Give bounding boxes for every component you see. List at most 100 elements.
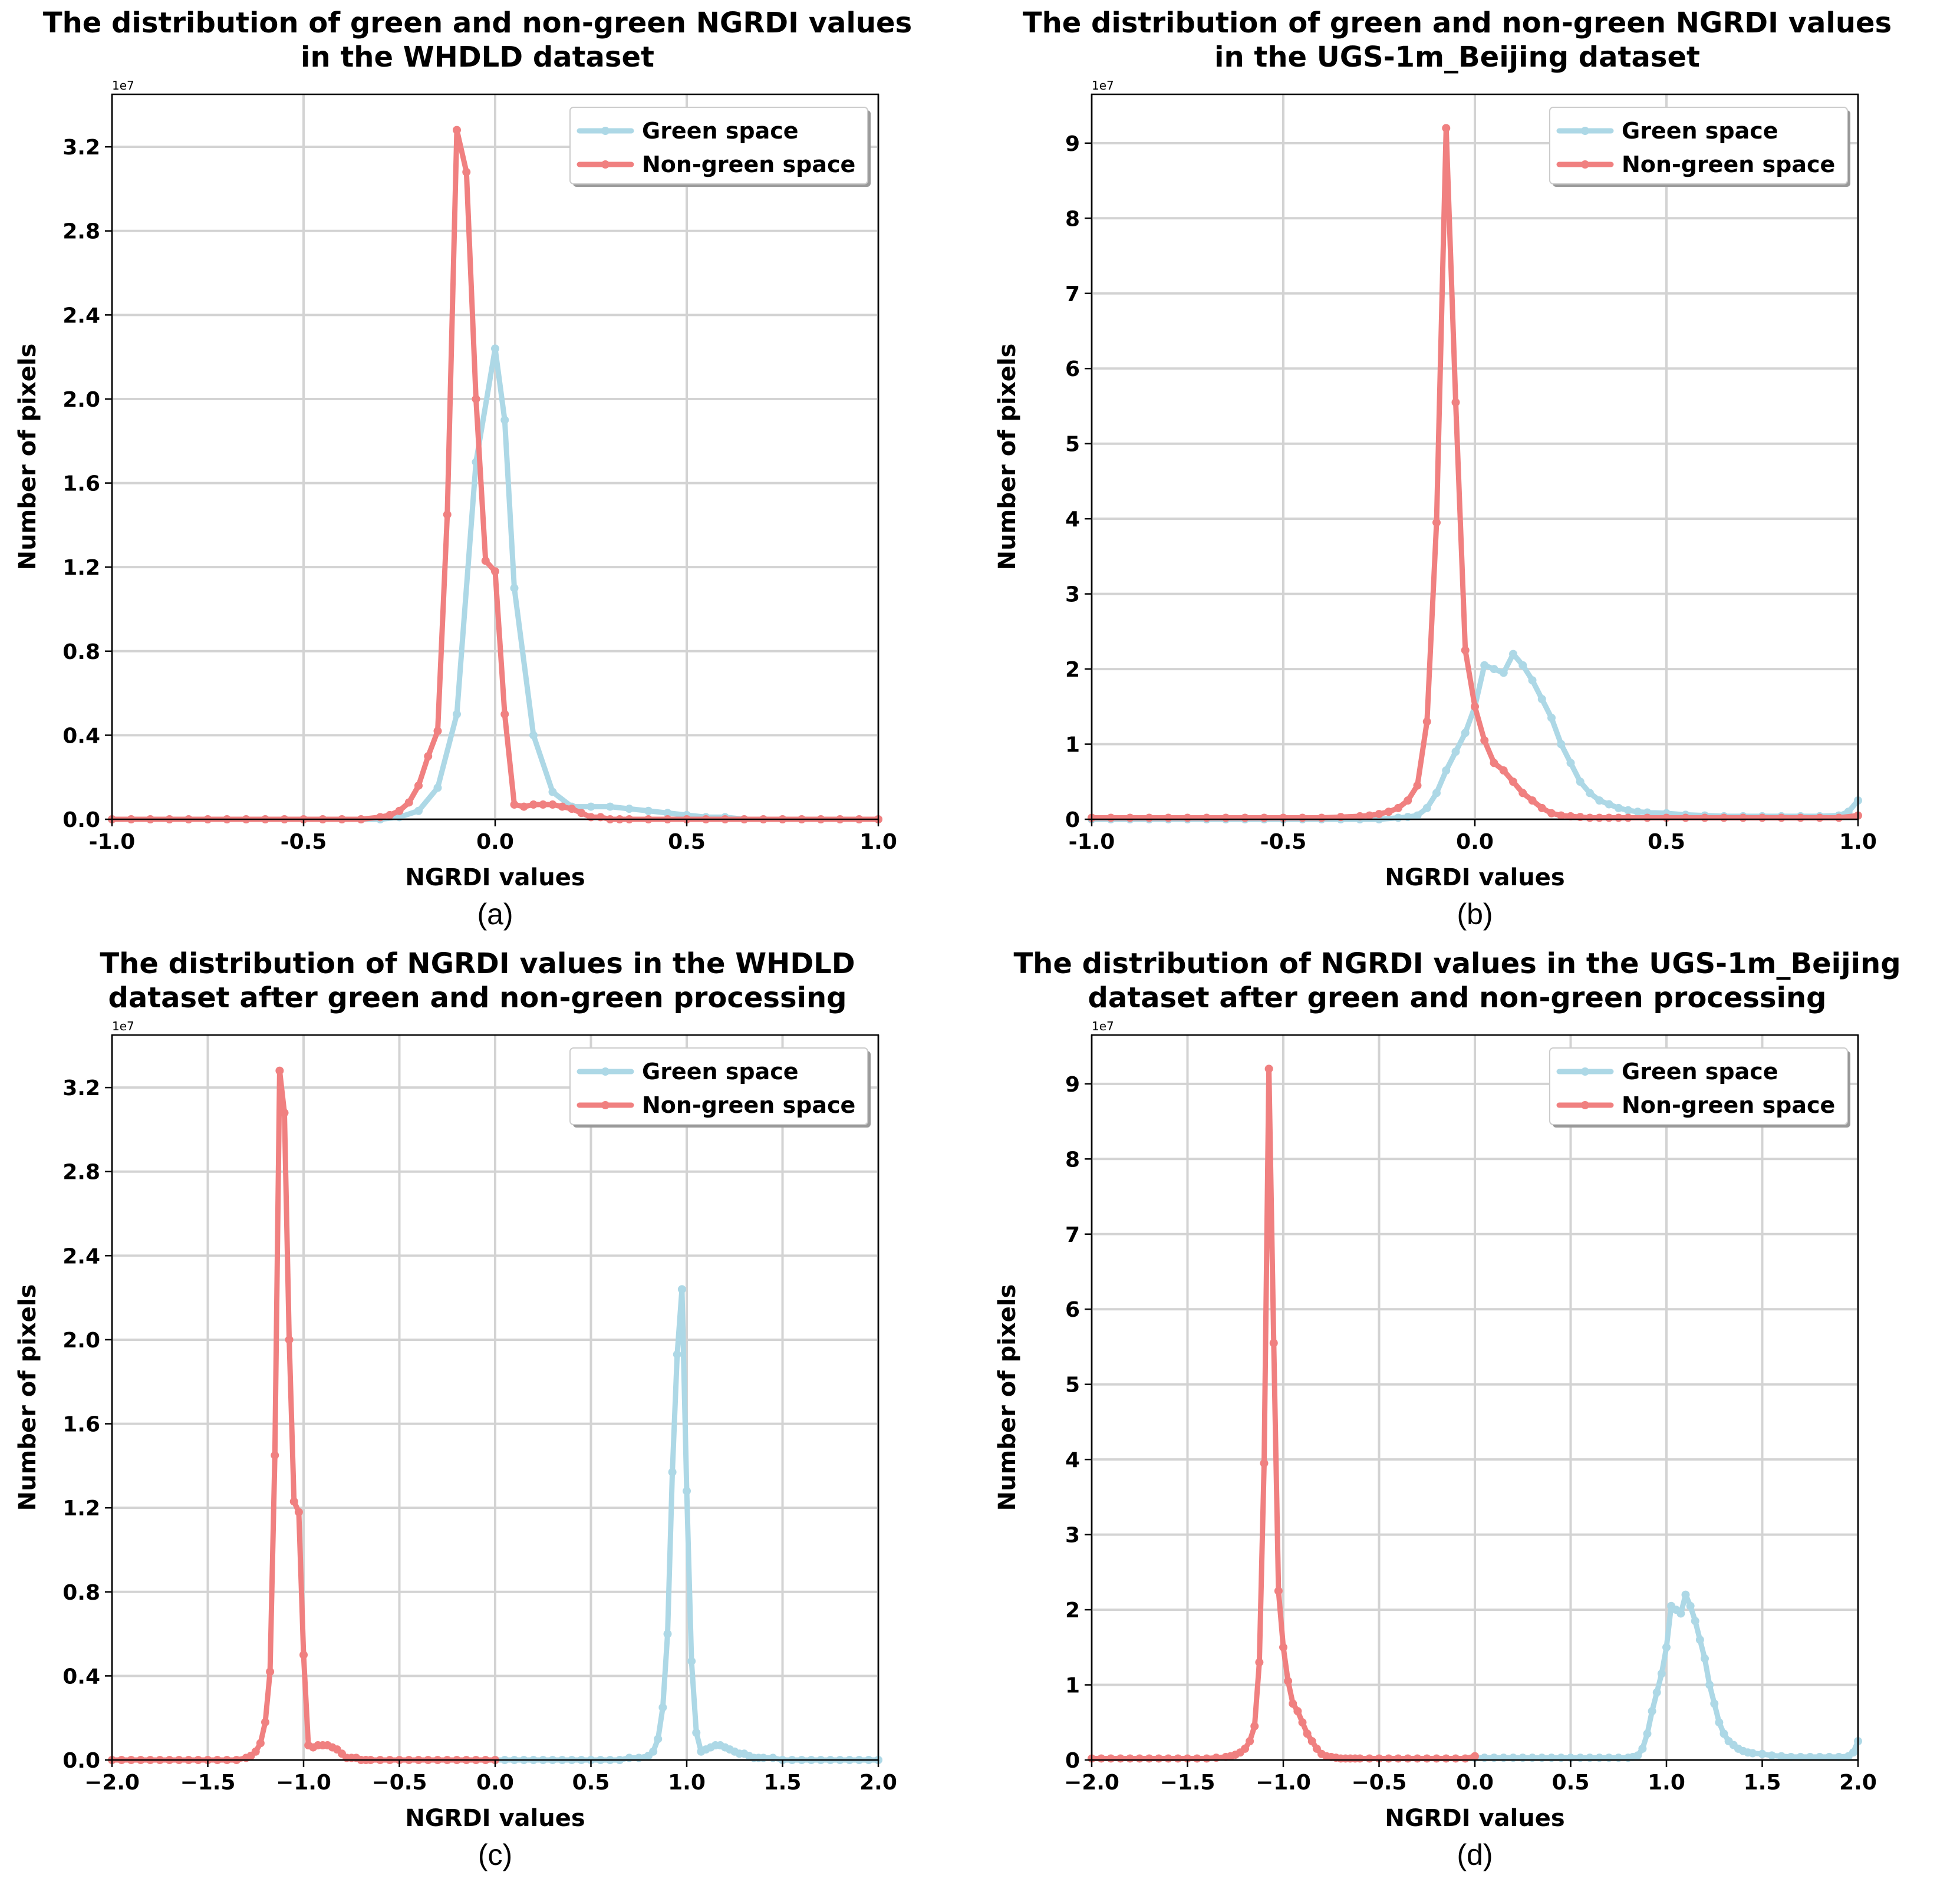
chart-d-series-1-point-43: [1365, 1754, 1374, 1763]
chart-d-series-1-point-6: [1145, 1754, 1154, 1763]
chart-c-legend-label-0: Green space: [642, 1059, 799, 1085]
chart-d-series-0-point-47: [1796, 1752, 1805, 1761]
chart-c-series-0-point-23: [677, 1285, 686, 1294]
chart-b-legend-marker-1: [1581, 160, 1589, 169]
chart-a-series-1-point-34: [568, 805, 576, 813]
chart-c-series-1-point-23: [285, 1335, 294, 1344]
chart-d-series-1-point-33: [1312, 1744, 1321, 1753]
chart-d-offset-text: 1e7: [1092, 1019, 1114, 1033]
chart-a-ytick-label-0: 0.0: [62, 808, 100, 832]
chart-a-xtick-label-3: 0.5: [668, 830, 706, 854]
chart-b-series-1-point-1: [1106, 813, 1115, 822]
chart-d-ytick-label-8: 8: [1065, 1148, 1080, 1172]
chart-a-legend-marker-0: [601, 127, 610, 135]
chart-b-series-0-point-27: [1499, 668, 1508, 677]
chart-d-xtick-label-3: −0.5: [1352, 1771, 1407, 1795]
chart-b-series-0-point-31: [1537, 695, 1546, 704]
chart-b-legend-box: [1549, 107, 1848, 184]
chart-d-series-1-point-18: [1241, 1744, 1249, 1753]
chart-a-series-1-point-30: [529, 800, 538, 809]
chart-d-series-1-point-30: [1298, 1718, 1307, 1727]
chart-a-series-1-point-18: [414, 781, 423, 790]
chart-d-series-0-point-32: [1701, 1654, 1709, 1663]
chart-c-series-1-point-25: [294, 1508, 303, 1517]
chart-d-series-1-point-8: [1164, 1754, 1172, 1763]
chart-a-series-1-point-32: [548, 800, 557, 809]
chart-b-ytick-label-3: 3: [1065, 583, 1080, 607]
chart-c-legend-box: [569, 1047, 868, 1125]
chart-d-legend-label-0: Green space: [1622, 1059, 1778, 1085]
chart-b-series-0-point-40: [1624, 806, 1632, 815]
chart-a-series-1-point-35: [577, 809, 586, 818]
chart-b-series-1-point-28: [1490, 759, 1498, 767]
chart-d-series-1-point-2: [1106, 1754, 1115, 1763]
chart-b-series-0-point-19: [1422, 803, 1431, 812]
chart-a-title-line-1: The distribution of green and non-green …: [43, 6, 912, 39]
chart-b-series-1-point-52: [1816, 813, 1824, 822]
chart-d-xtick-label-2: −1.0: [1256, 1771, 1311, 1795]
chart-b-offset-text: 1e7: [1092, 78, 1114, 93]
chart-panel-c: The distribution of NGRDI values in the …: [0, 941, 980, 1881]
chart-b-series-1-point-5: [1183, 813, 1192, 822]
chart-b-series-0-point-30: [1528, 676, 1537, 685]
chart-a-svg: The distribution of green and non-green …: [14, 6, 912, 931]
chart-d-series-0-point-46: [1787, 1752, 1796, 1761]
chart-b-series-1-point-8: [1241, 813, 1249, 822]
chart-b-series-0-point-16: [1394, 813, 1402, 822]
chart-b-series-1-point-42: [1624, 813, 1632, 822]
chart-d-ytick-label-5: 5: [1065, 1373, 1080, 1398]
chart-b-series-1-point-27: [1480, 736, 1489, 745]
chart-d-series-1-point-31: [1303, 1729, 1312, 1738]
chart-a-series-0-point-21: [500, 416, 509, 424]
chart-a-series-1-point-29: [519, 802, 528, 811]
chart-b-series-1-point-22: [1432, 518, 1441, 527]
chart-c-ytick-label-8: 3.2: [62, 1076, 100, 1100]
chart-c-series-1-point-17: [256, 1739, 265, 1748]
chart-d-series-0-point-53: [1849, 1748, 1857, 1757]
chart-b-series-0-point-26: [1490, 665, 1498, 674]
chart-d-title-line-1: The distribution of NGRDI values in the …: [1013, 947, 1900, 980]
chart-d-series-1-point-19: [1246, 1737, 1254, 1746]
chart-b-series-0-point-39: [1614, 803, 1623, 812]
chart-b-series-1-point-26: [1471, 702, 1479, 711]
chart-a-series-1-point-28: [510, 800, 519, 809]
chart-d-ytick-label-6: 6: [1065, 1298, 1080, 1322]
chart-a-xtick-label-4: 1.0: [859, 830, 897, 854]
chart-b-series-0-point-35: [1576, 777, 1585, 786]
chart-d-series-1-point-32: [1307, 1737, 1316, 1746]
chart-b-series-0-point-33: [1557, 740, 1566, 749]
chart-c-ytick-label-1: 0.4: [62, 1665, 100, 1689]
chart-a-series-1-point-37: [596, 813, 605, 822]
chart-c-series-1-point-24: [289, 1497, 298, 1506]
chart-b-series-1-point-6: [1203, 813, 1211, 822]
chart-a-series-0-point-28: [625, 805, 634, 813]
chart-panel-b: The distribution of green and non-green …: [980, 0, 1959, 941]
chart-d-series-1-point-20: [1250, 1722, 1259, 1731]
chart-b-series-1-point-7: [1221, 813, 1230, 822]
chart-a-xtick-label-2: 0.0: [476, 830, 514, 854]
chart-a-series-1-point-21: [443, 510, 452, 519]
chart-b-series-1-point-31: [1518, 789, 1527, 797]
chart-d-ytick-label-7: 7: [1065, 1223, 1080, 1247]
chart-a-series-1-point-16: [395, 806, 404, 815]
chart-c-series-0-point-40: [759, 1754, 767, 1762]
chart-c-xtick-label-7: 1.5: [764, 1771, 802, 1795]
chart-b-series-1-point-16: [1375, 810, 1383, 819]
chart-d-legend-box: [1549, 1047, 1848, 1125]
chart-b-series-1-point-29: [1499, 766, 1508, 775]
chart-b-series-0-point-25: [1480, 661, 1489, 670]
chart-c-series-0-point-18: [654, 1735, 663, 1743]
chart-a-series-1-point-27: [500, 710, 509, 718]
chart-b-series-1-point-3: [1145, 813, 1154, 822]
chart-d-ytick-label-2: 2: [1065, 1598, 1080, 1623]
chart-d-series-0-point-49: [1816, 1752, 1824, 1761]
chart-a-legend-label-0: Green space: [642, 118, 799, 144]
chart-b-series-0-point-20: [1432, 789, 1441, 797]
chart-d-series-0-point-44: [1767, 1751, 1776, 1760]
chart-c-xtick-label-5: 0.5: [572, 1771, 610, 1795]
chart-a-series-1-point-19: [424, 752, 433, 761]
chart-d-series-0-point-36: [1719, 1729, 1728, 1738]
chart-d-series-0-point-19: [1638, 1744, 1647, 1753]
chart-b-xtick-label-0: -1.0: [1069, 830, 1115, 854]
chart-d-ytick-label-9: 9: [1065, 1073, 1080, 1097]
